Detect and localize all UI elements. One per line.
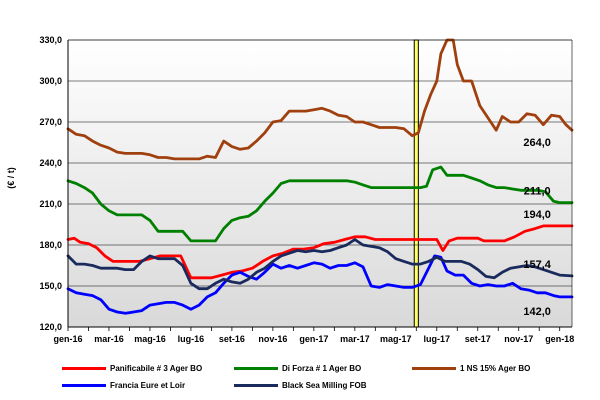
legend-item-francia: Francia Eure et Loir (62, 379, 185, 391)
x-tick-label: set-16 (219, 334, 245, 344)
series-line-2 (66, 38, 574, 161)
y-tick-label: 150,0 (39, 281, 62, 291)
axes (67, 39, 573, 331)
highlight-band (413, 39, 419, 328)
y-tick-label: 330,0 (39, 35, 62, 45)
legend-label-francia: Francia Eure et Loir (110, 380, 186, 390)
x-tick-label: gen-16 (53, 334, 82, 344)
series-line-0 (66, 224, 574, 280)
data-label-2: 264,0 (523, 137, 551, 149)
x-tick-label: nov-17 (504, 334, 533, 344)
series-line-4 (66, 238, 574, 291)
y-tick-label: 270,0 (39, 117, 62, 127)
plot-area (68, 40, 572, 327)
data-label-1: 211,0 (524, 186, 551, 198)
y-tick-label: 120,0 (39, 322, 62, 332)
legend-item-panificabile: Panificabile # 3 Ager BO (62, 362, 202, 374)
plot-background (68, 40, 572, 327)
y-tick-label: 240,0 (39, 158, 62, 168)
x-tick-label: mag-17 (380, 334, 412, 344)
data-label-0: 194,0 (523, 209, 551, 221)
data-labels: 194,0 211,0 264,0 142,0 157,4 (523, 137, 551, 318)
y-tick-label: 300,0 (39, 76, 62, 86)
series-lines (66, 38, 574, 315)
x-tick-label: lug-17 (424, 334, 451, 344)
legend-swatch-panificabile (62, 366, 106, 370)
legend-label-panificabile: Panificabile # 3 Ager BO (110, 363, 203, 373)
x-tick-label: nov-16 (258, 334, 287, 344)
legend-swatch-di-forza (234, 366, 278, 370)
legend-item-black-sea: Black Sea Milling FOB (234, 379, 366, 391)
x-tick-labels: gen-16 mar-16 mag-16 lug-16 set-16 nov-16 gen-… (53, 334, 574, 344)
legend: Panificabile # 3 Ager BO Di Forza # 1 Ag… (62, 360, 582, 396)
x-tick-label: mar-16 (94, 334, 124, 344)
y-tick-label: 180,0 (39, 240, 62, 250)
highlight-band-group (413, 39, 419, 328)
y-axis-label: (€ / t) (6, 167, 16, 189)
legend-label-ns15: 1 NS 15% Ager BO (460, 363, 531, 373)
legend-label-di-forza: Di Forza # 1 Ager BO (282, 363, 362, 373)
x-tick-label: gen-17 (299, 334, 328, 344)
data-label-4: 157,4 (523, 259, 551, 271)
x-tick-label: gen-18 (545, 334, 574, 344)
series-line-3 (66, 254, 574, 315)
legend-swatch-black-sea (234, 383, 278, 387)
x-tick-label: lug-16 (178, 334, 205, 344)
y-tick-label: 210,0 (39, 199, 62, 209)
legend-swatch-ns15 (412, 366, 456, 370)
x-tick-label: mag-16 (134, 334, 166, 344)
series-line-1 (66, 165, 574, 243)
legend-item-di-forza: Di Forza # 1 Ager BO (234, 362, 361, 374)
legend-item-ns15: 1 NS 15% Ager BO (412, 362, 530, 374)
data-label-3: 142,0 (523, 306, 551, 318)
legend-swatch-francia (62, 383, 106, 387)
x-tick-label: mar-17 (340, 334, 370, 344)
x-tick-label: set-17 (465, 334, 491, 344)
legend-label-black-sea: Black Sea Milling FOB (282, 380, 367, 390)
y-tick-labels: 120,0 150,0 180,0 210,0 240,0 270,0 300,0 330,0 (39, 35, 62, 332)
